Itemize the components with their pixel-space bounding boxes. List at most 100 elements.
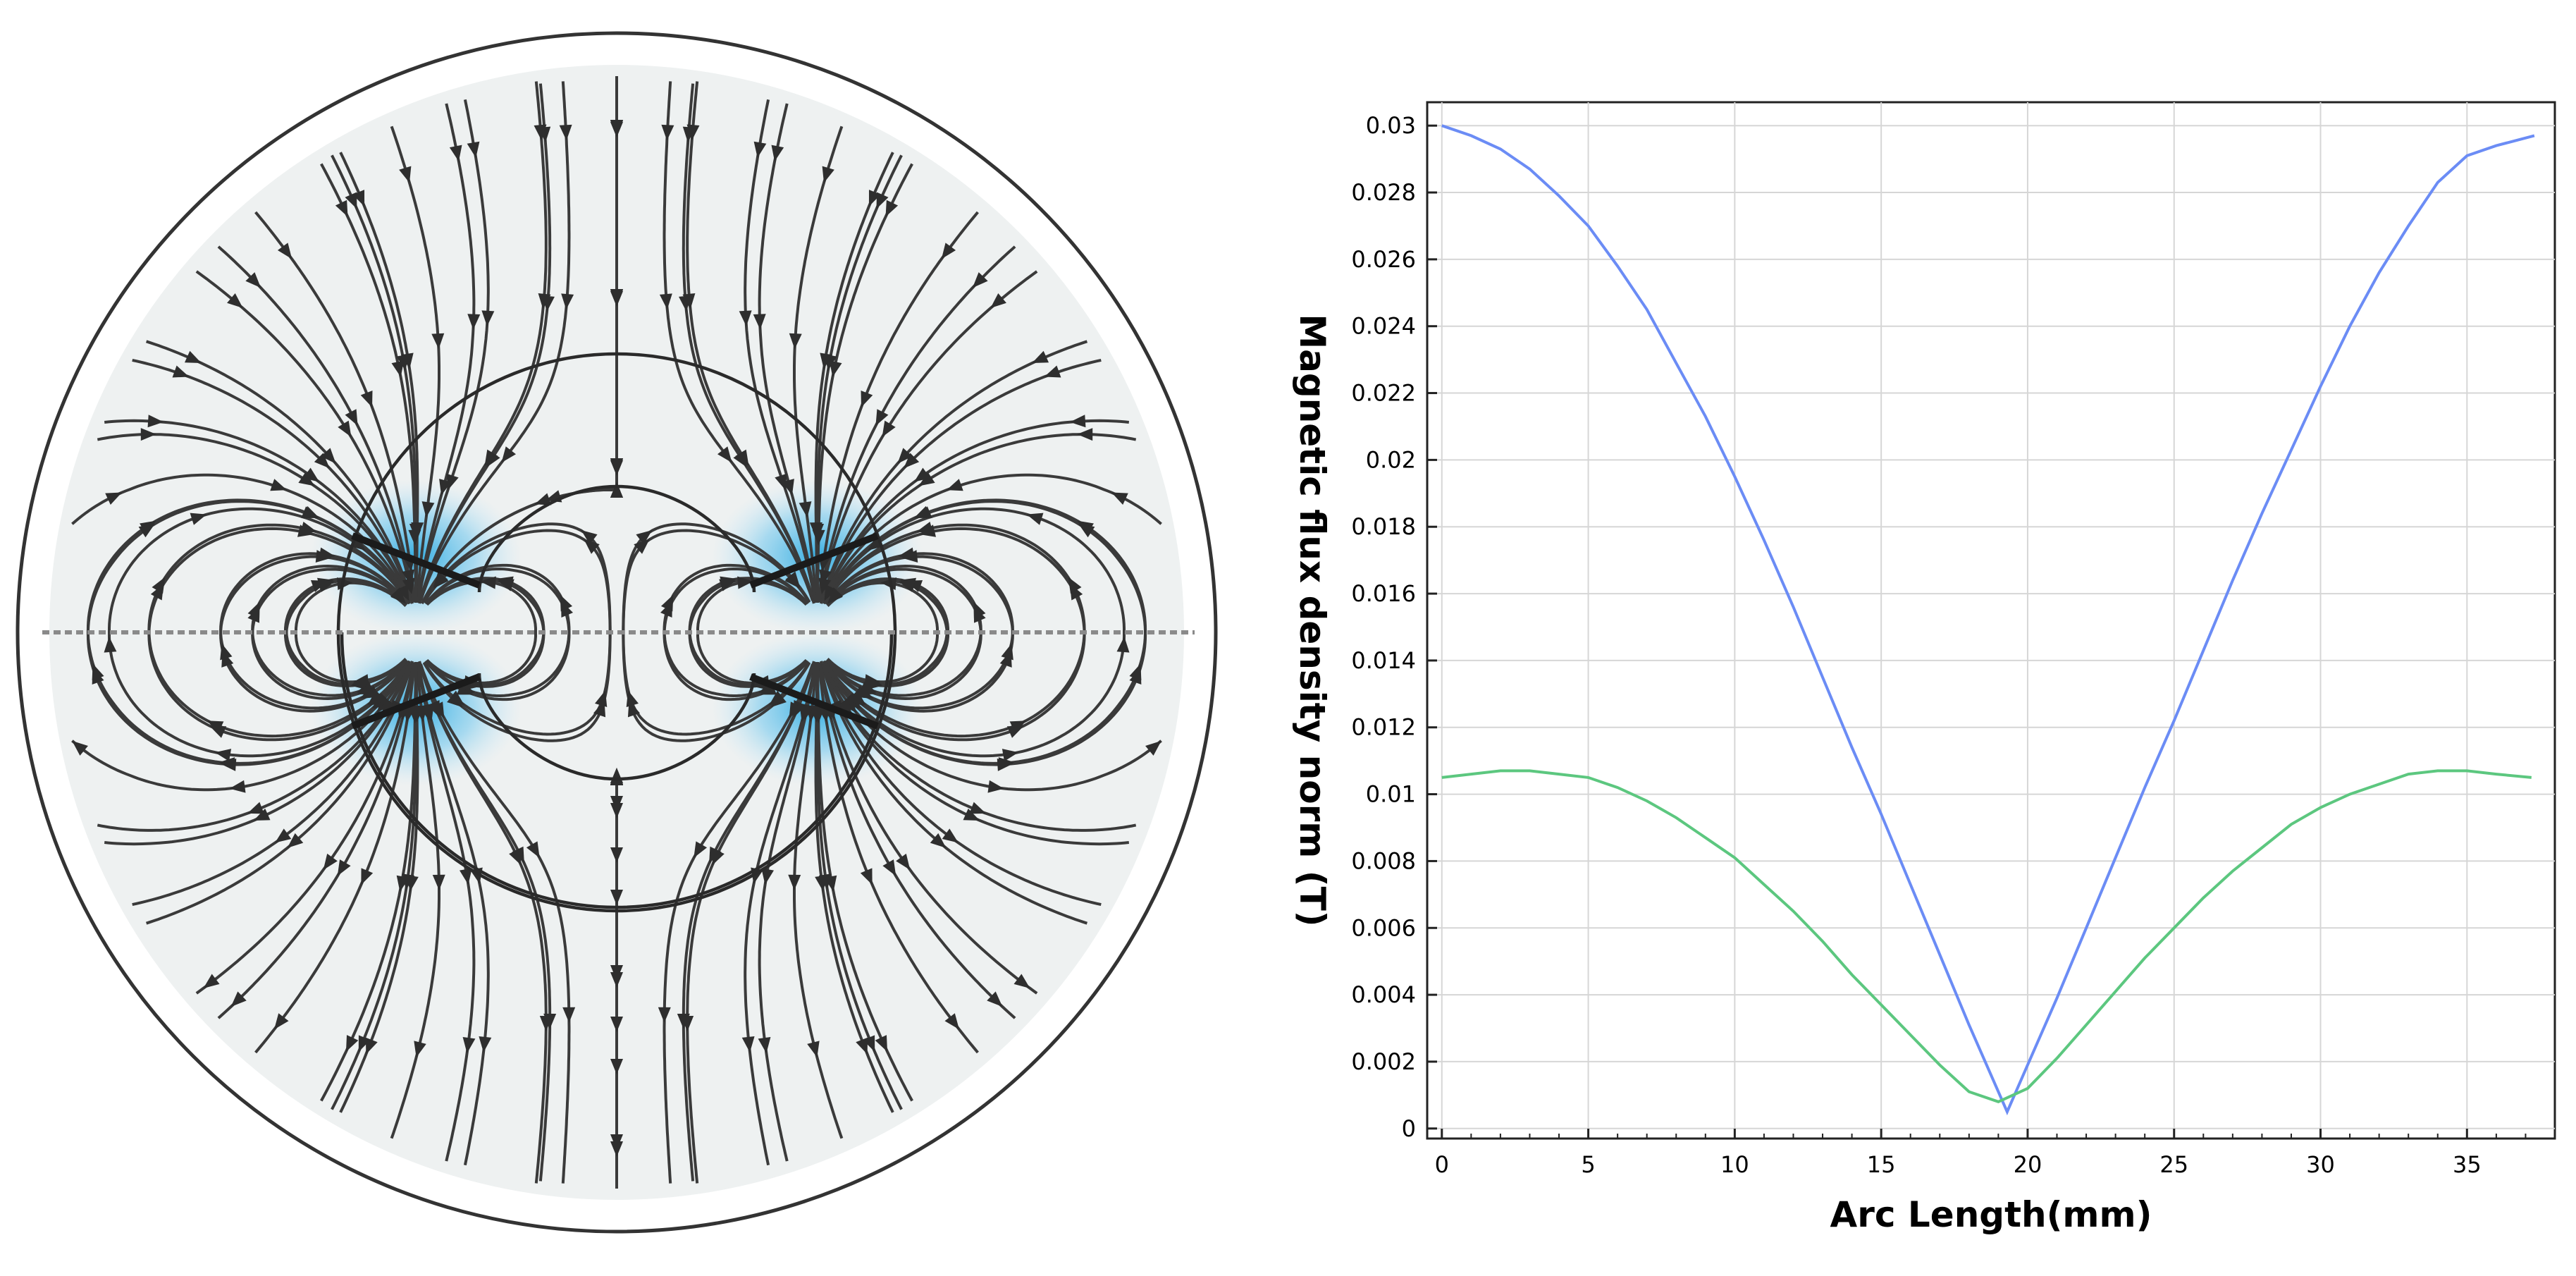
streamline-arrow — [686, 124, 700, 141]
streamline-arrow — [172, 365, 190, 378]
x-tick-label: 25 — [2159, 1151, 2188, 1178]
streamline-arrow — [661, 124, 674, 141]
streamline-arrow — [897, 448, 913, 464]
streamline-arrow — [72, 740, 88, 756]
streamline-arrow — [402, 569, 414, 586]
y-tick-label: 0.006 — [1351, 914, 1416, 941]
streamline-arrow — [999, 651, 1012, 668]
field-streamline — [418, 661, 548, 1184]
streamline-arrow — [335, 200, 348, 217]
streamline-arrow — [501, 446, 517, 463]
streamline-arrow — [203, 974, 220, 988]
streamline-arrow — [337, 859, 351, 876]
field-streamline — [104, 662, 412, 846]
streamline-arrow — [345, 409, 358, 426]
streamline-arrow — [885, 200, 899, 217]
streamline-arrow — [314, 453, 330, 469]
streamline-arrow — [719, 579, 736, 591]
streamline-arrow — [811, 705, 824, 721]
field-streamline — [418, 81, 548, 604]
y-tick-label: 0 — [1402, 1115, 1416, 1142]
streamline-arrow — [694, 841, 708, 858]
streamline-arrow — [761, 868, 774, 885]
streamline-arrow — [365, 1037, 378, 1055]
field-streamline — [822, 500, 1147, 766]
streamline-arrow — [481, 310, 495, 326]
streamline-arrow — [753, 314, 766, 330]
streamline-arrow — [409, 523, 422, 539]
streamline-arrow — [1145, 740, 1161, 756]
field-streamline — [390, 663, 440, 1139]
streamline-arrow — [848, 691, 865, 706]
series-line-1 — [1441, 124, 2535, 1116]
streamline-arrow — [1006, 725, 1024, 738]
streamline-arrow — [1032, 350, 1049, 364]
y-tick-label: 0.03 — [1366, 112, 1416, 139]
x-tick-label: 30 — [2306, 1151, 2335, 1178]
field-streamline — [824, 527, 1086, 742]
streamline-arrow — [184, 350, 202, 364]
streamline-arrow — [318, 579, 335, 592]
field-streamline — [217, 245, 415, 603]
y-tick-label: 0.02 — [1366, 446, 1416, 473]
streamline-arrow — [1026, 513, 1044, 525]
streamline-arrow — [509, 848, 522, 866]
streamline-arrow — [610, 796, 623, 811]
streamline-arrow — [930, 833, 947, 848]
field-streamline — [744, 99, 817, 601]
streamline-arrow — [301, 506, 319, 518]
streamline-arrow — [561, 293, 574, 310]
x-axis-title: Arc Length(mm) — [1830, 1194, 2152, 1235]
streamline-arrow — [973, 606, 986, 623]
streamline-arrow — [421, 501, 435, 518]
streamline-arrow — [297, 524, 314, 537]
streamline-arrow — [561, 601, 574, 618]
streamline-arrow — [230, 991, 247, 1007]
streamline-arrow — [447, 692, 463, 708]
streamline-arrow — [460, 868, 472, 885]
streamline-arrow — [462, 1037, 476, 1053]
streamline-arrow — [827, 588, 843, 604]
streamline-arrow — [498, 579, 514, 591]
x-tick-label: 5 — [1581, 1151, 1595, 1178]
streamline-arrow — [287, 833, 304, 848]
streamline-arrow — [741, 1036, 755, 1053]
field-streamline — [390, 125, 440, 602]
streamline-arrow — [345, 1035, 359, 1052]
streamline-arrow — [229, 780, 246, 793]
streamline-arrow — [610, 289, 623, 305]
x-axis-ticks: 0 5 10 15 20 25 30 35 — [1435, 1129, 2527, 1178]
streamline-arrow — [882, 859, 896, 876]
streamline-arrow — [799, 501, 812, 518]
streamline-arrow — [915, 506, 932, 518]
streamline-arrow — [433, 572, 449, 589]
streamline-arrow — [321, 448, 336, 464]
streamline-arrow — [270, 479, 288, 491]
field-streamline — [217, 662, 415, 1019]
streamline-arrow — [446, 473, 459, 491]
streamline-arrow — [559, 124, 572, 141]
field-streamline — [820, 340, 1088, 604]
streamline-arrow — [277, 243, 292, 259]
field-streamline — [758, 661, 818, 1162]
streamline-arrow — [829, 360, 842, 377]
field-streamline — [422, 529, 612, 742]
streamline-arrow — [221, 651, 234, 668]
streamline-arrow — [610, 965, 623, 981]
x-tick-label: 0 — [1435, 1151, 1449, 1178]
streamline-arrow — [946, 479, 963, 491]
streamline-arrow — [987, 780, 1004, 793]
streamline-arrow — [105, 492, 122, 505]
streamline-arrow — [919, 524, 936, 537]
y-tick-label: 0.018 — [1351, 513, 1416, 540]
streamline-arrow — [969, 802, 986, 814]
streamline-arrow — [775, 473, 787, 491]
x-tick-label: 10 — [1720, 1151, 1749, 1178]
streamline-arrow — [562, 1007, 576, 1023]
y-tick-label: 0.01 — [1366, 781, 1416, 808]
streamline-arrow — [431, 701, 445, 718]
streamline-arrow — [275, 828, 292, 843]
field-streamline — [416, 103, 476, 603]
streamline-arrow — [866, 677, 883, 690]
field-streamline — [219, 555, 409, 713]
